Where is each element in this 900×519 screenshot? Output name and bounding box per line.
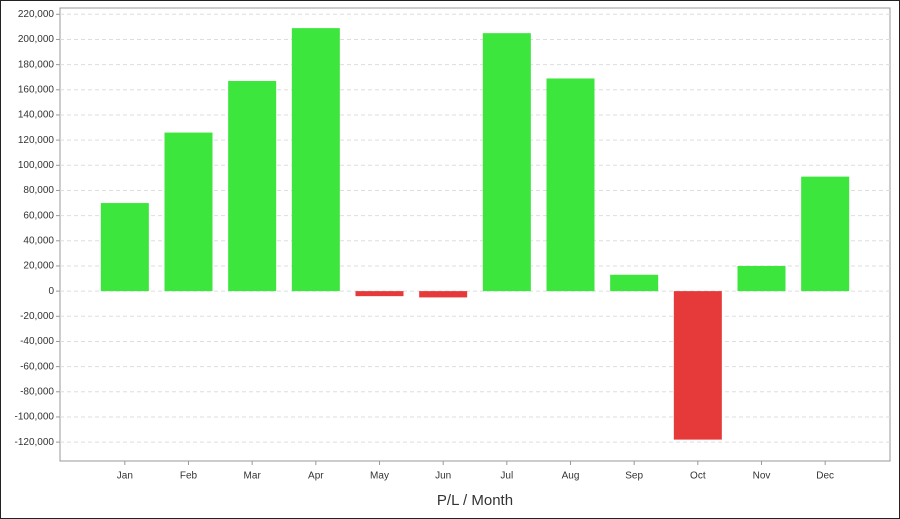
x-tick-label: May [370,471,389,482]
y-tick-label: 180,000 [18,59,55,70]
y-tick-label: 200,000 [18,34,55,45]
bar [164,132,213,292]
y-tick-label: 100,000 [18,160,55,171]
bar [291,28,340,292]
x-tick-label: Apr [308,471,324,482]
y-tick-label: -100,000 [15,412,55,423]
x-axis-label: P/L / Month [437,492,513,509]
x-tick-label: Nov [753,471,771,482]
bar [801,176,850,292]
x-tick-label: Dec [816,471,834,482]
bar [546,78,595,292]
y-tick-label: 120,000 [18,135,55,146]
y-tick-label: 40,000 [23,235,54,246]
y-tick-label: 0 [48,286,54,297]
y-tick-label: 20,000 [23,261,54,272]
bar [228,80,277,292]
y-tick-label: 60,000 [23,210,54,221]
x-tick-label: Sep [625,471,643,482]
bar [610,274,659,292]
y-tick-label: -60,000 [20,361,54,372]
x-tick-label: Jun [435,471,451,482]
bar [673,291,722,440]
bar [737,265,786,292]
bar [100,203,149,292]
bar [419,291,468,298]
y-tick-label: -80,000 [20,386,54,397]
x-tick-label: Oct [690,471,706,482]
y-tick-label: -20,000 [20,311,54,322]
y-tick-label: 140,000 [18,110,55,121]
y-tick-label: -40,000 [20,336,54,347]
bar [355,291,404,297]
y-tick-label: 220,000 [18,9,55,20]
x-tick-label: Feb [180,471,198,482]
x-tick-label: Jul [500,471,513,482]
y-tick-label: -120,000 [15,437,55,448]
y-tick-label: 160,000 [18,84,55,95]
x-tick-label: Jan [117,471,133,482]
x-tick-label: Aug [562,471,580,482]
x-tick-label: Mar [244,471,262,482]
bar [482,33,531,292]
y-tick-label: 80,000 [23,185,54,196]
